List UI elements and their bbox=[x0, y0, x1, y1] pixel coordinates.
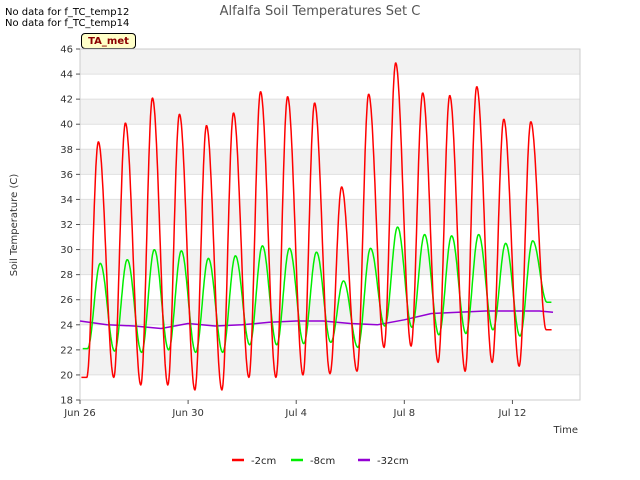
grid-band bbox=[80, 249, 580, 275]
y-tick-label: 46 bbox=[60, 45, 73, 56]
grid-band bbox=[80, 199, 580, 225]
legend-label: -8cm bbox=[310, 456, 335, 467]
grid-band bbox=[80, 49, 580, 75]
grid-band bbox=[80, 274, 580, 300]
y-tick-label: 42 bbox=[60, 95, 73, 106]
y-axis: 18 20 22 24 26 28 30 32 34 36 38 40 42 44 46 bbox=[60, 45, 80, 407]
grid-band bbox=[80, 224, 580, 250]
y-tick-label: 18 bbox=[60, 396, 73, 407]
x-tick-label: Jun 26 bbox=[63, 408, 96, 419]
x-tick-label: Jul 4 bbox=[284, 408, 307, 419]
no-data-note-1: No data for f_TC_temp12 bbox=[5, 7, 130, 18]
grid-band bbox=[80, 99, 580, 125]
x-tick-label: Jun 30 bbox=[171, 408, 204, 419]
grid-band bbox=[80, 124, 580, 150]
grid-band bbox=[80, 374, 580, 400]
y-tick-label: 34 bbox=[60, 195, 73, 206]
no-data-note-2: No data for f_TC_temp14 bbox=[5, 18, 130, 29]
series-line-minus-2cm bbox=[81, 62, 552, 391]
y-tick-label: 38 bbox=[60, 145, 73, 156]
x-tick-label: Jul 8 bbox=[393, 408, 416, 419]
grid-band bbox=[80, 174, 580, 200]
plot-bands bbox=[80, 49, 580, 401]
series-lines bbox=[79, 62, 554, 391]
x-axis: Jun 26 Jun 30 Jul 4 Jul 8 Jul 12 bbox=[63, 400, 526, 419]
legend-label: -2cm bbox=[251, 456, 276, 467]
series-line-minus-8cm bbox=[82, 226, 552, 354]
y-tick-label: 20 bbox=[60, 370, 73, 381]
grid-band bbox=[80, 349, 580, 375]
y-tick-label: 24 bbox=[60, 320, 73, 331]
y-tick-label: 44 bbox=[60, 70, 73, 81]
y-tick-label: 26 bbox=[60, 295, 73, 306]
y-tick-label: 36 bbox=[60, 170, 73, 181]
y-tick-label: 28 bbox=[60, 270, 73, 281]
y-tick-label: 22 bbox=[60, 345, 73, 356]
legend-label: -32cm bbox=[377, 456, 409, 467]
grid-band bbox=[80, 149, 580, 175]
chart-title: Alfalfa Soil Temperatures Set C bbox=[220, 4, 421, 19]
x-axis-label: Time bbox=[553, 425, 578, 436]
y-tick-label: 30 bbox=[60, 245, 73, 256]
y-tick-label: 40 bbox=[60, 120, 73, 131]
y-tick-label: 32 bbox=[60, 220, 73, 231]
legend: -2cm -8cm -32cm bbox=[232, 456, 409, 467]
y-axis-label: Soil Temperature (C) bbox=[9, 174, 20, 277]
series-line-minus-32cm bbox=[79, 310, 554, 330]
grid-band bbox=[80, 74, 580, 100]
x-tick-label: Jul 12 bbox=[497, 408, 526, 419]
